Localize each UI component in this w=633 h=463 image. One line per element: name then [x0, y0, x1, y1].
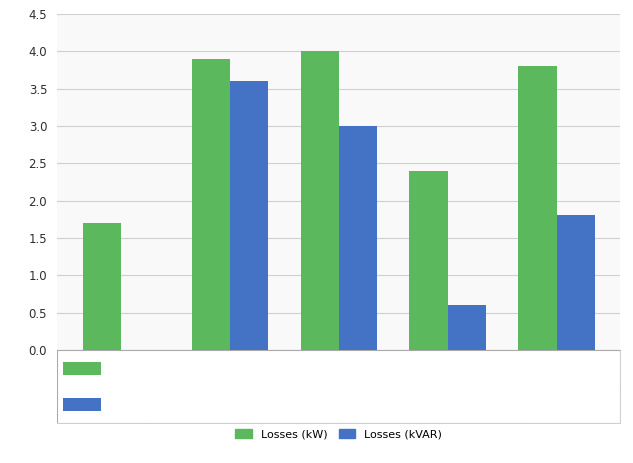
Bar [518, 66, 556, 350]
Bar [448, 305, 486, 350]
Bar [63, 362, 101, 375]
Bar [339, 126, 377, 350]
Bar [192, 59, 230, 350]
Bar [301, 51, 339, 350]
FancyBboxPatch shape [57, 350, 620, 423]
Bar [63, 398, 101, 412]
Bar [410, 171, 448, 350]
Bar [556, 215, 595, 350]
Bar [82, 223, 121, 350]
Bar [230, 81, 268, 350]
Legend: Losses (kW), Losses (kVAR): Losses (kW), Losses (kVAR) [235, 429, 442, 439]
